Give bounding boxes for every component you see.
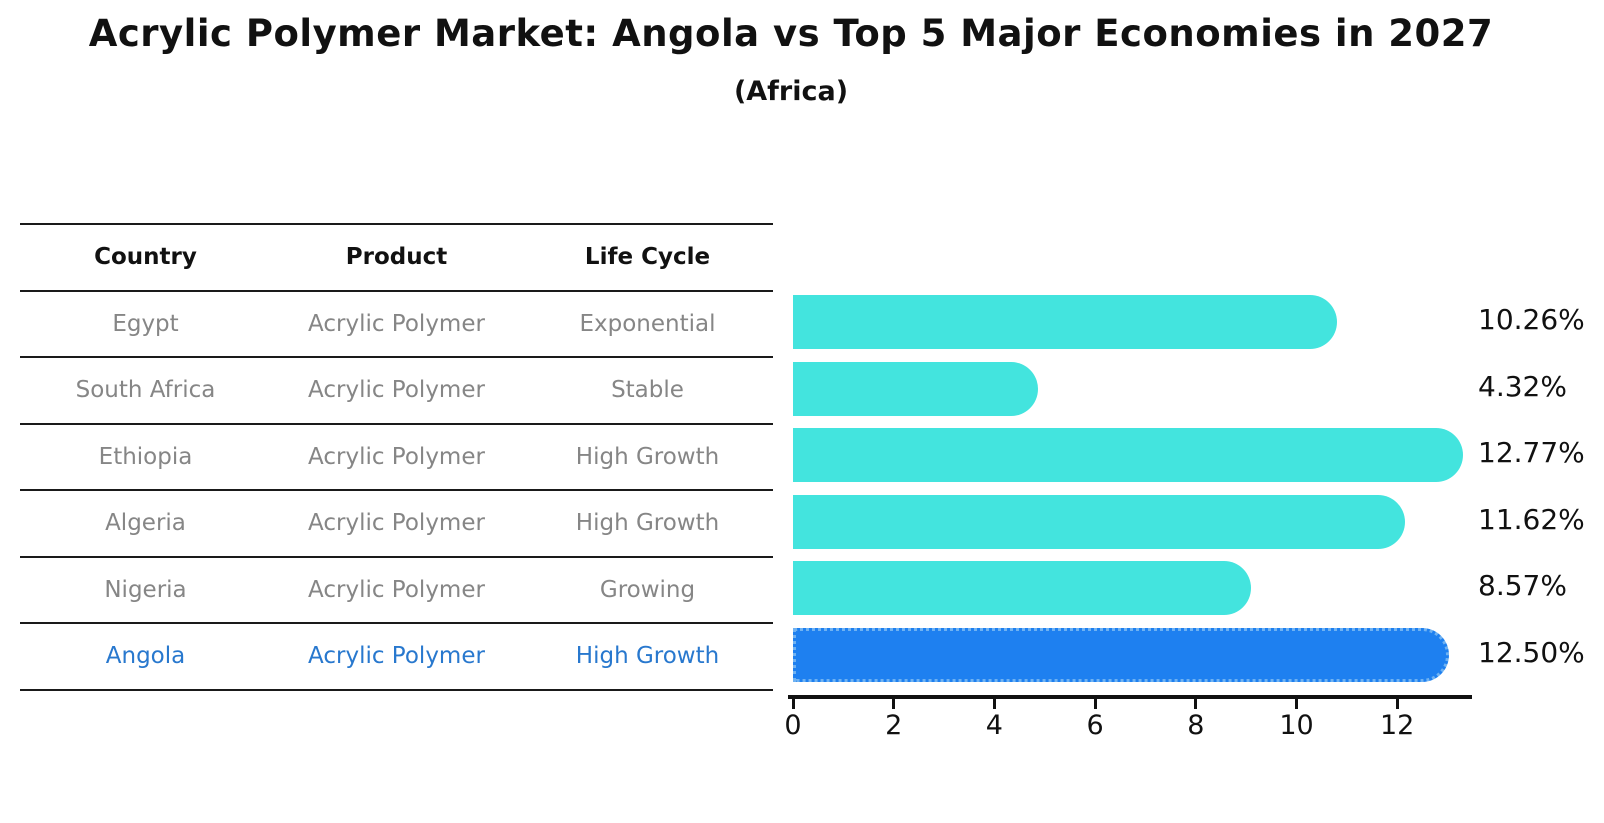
table-cell-country: Algeria: [105, 510, 186, 537]
table-row-south-africa: South Africa Acrylic Polymer Stable: [20, 358, 773, 425]
table-cell-life-cycle: Growing: [599, 576, 696, 603]
bar-ethiopia: [793, 428, 1463, 483]
table-cell-country: Nigeria: [104, 576, 187, 603]
table-cell-life-cycle: Stable: [611, 377, 684, 404]
bar-south-africa: [793, 361, 1038, 416]
column-header-life-cycle: Life Cycle: [584, 244, 711, 271]
table-cell-country: Angola: [105, 643, 186, 670]
x-axis-tick-label-6: 6: [1086, 710, 1104, 741]
x-axis-tick-12: [1395, 698, 1399, 709]
table-cell-product: Acrylic Polymer: [308, 576, 485, 603]
country-product-table: Country Product Life Cycle Egypt Acrylic …: [20, 223, 773, 691]
x-axis-tick-label-8: 8: [1187, 710, 1205, 741]
table-cell-life-cycle: High Growth: [575, 443, 720, 470]
x-axis-tick-0: [791, 698, 795, 709]
table-cell-product: Acrylic Polymer: [308, 377, 485, 404]
table-body: Egypt Acrylic Polymer Exponential South Afr…: [20, 292, 773, 691]
table-cell-life-cycle: Exponential: [579, 310, 716, 337]
chart-title: Acrylic Polymer Market: Angola vs Top 5 …: [88, 12, 1494, 55]
table-cell-product: Acrylic Polymer: [308, 310, 485, 337]
x-axis-tick-6: [1093, 698, 1097, 709]
x-axis-tick-4: [992, 698, 996, 709]
value-label-algeria: 11.62%: [1478, 502, 1585, 536]
value-label-egypt: 10.26%: [1478, 303, 1585, 337]
table-row-algeria: Algeria Acrylic Polymer High Growth: [20, 491, 773, 558]
table-row-angola: Angola Acrylic Polymer High Growth: [20, 624, 773, 691]
value-label-south-africa: 4.32%: [1478, 369, 1567, 403]
x-axis-line: [788, 695, 1472, 699]
bar-angola: [793, 627, 1450, 682]
x-axis-tick-label-10: 10: [1279, 710, 1314, 741]
table-header-row: Country Product Life Cycle: [20, 225, 773, 292]
x-axis-tick-8: [1194, 698, 1198, 709]
table-cell-product: Acrylic Polymer: [308, 510, 485, 537]
table-row-nigeria: Nigeria Acrylic Polymer Growing: [20, 558, 773, 624]
x-axis-tick-2: [892, 698, 896, 709]
chart-subtitle: (Africa): [733, 76, 849, 107]
x-axis-tick-label-2: 2: [885, 710, 903, 741]
column-header-country: Country: [94, 244, 197, 271]
bar-algeria: [793, 494, 1406, 549]
bar-nigeria: [793, 561, 1252, 616]
value-label-ethiopia: 12.77%: [1478, 436, 1585, 470]
x-axis-tick-label-0: 0: [784, 710, 802, 741]
table-cell-life-cycle: High Growth: [575, 510, 720, 537]
x-axis-tick-10: [1295, 698, 1298, 709]
column-header-product: Product: [345, 244, 448, 271]
table-cell-life-cycle: High Growth: [575, 643, 720, 670]
table-cell-country: South Africa: [75, 377, 216, 404]
table-row-ethiopia: Ethiopia Acrylic Polymer High Growth: [20, 425, 773, 491]
table-row-egypt: Egypt Acrylic Polymer Exponential: [20, 292, 773, 358]
value-label-nigeria: 8.57%: [1478, 569, 1567, 603]
table-cell-product: Acrylic Polymer: [308, 443, 485, 470]
table-cell-country: Egypt: [112, 310, 179, 337]
x-axis-tick-label-4: 4: [985, 710, 1003, 741]
table-cell-country: Ethiopia: [98, 443, 193, 470]
value-label-angola: 12.50%: [1478, 635, 1585, 669]
bar-egypt: [793, 295, 1337, 350]
table-cell-product: Acrylic Polymer: [308, 643, 485, 670]
x-axis-tick-label-12: 12: [1380, 710, 1415, 741]
